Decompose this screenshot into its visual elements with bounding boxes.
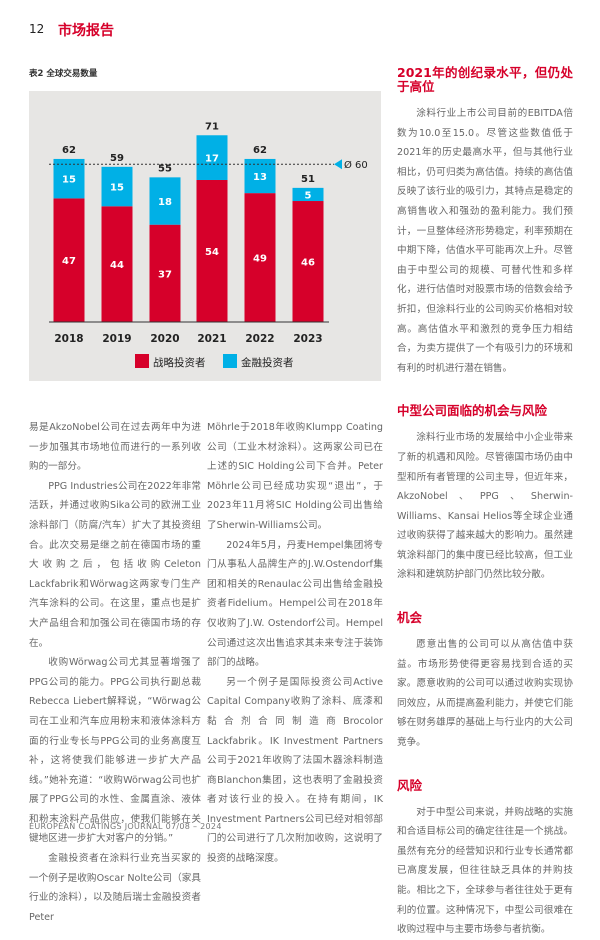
journal-footer: EUROPEAN COATINGS JOURNAL 07/08 – 2024: [29, 822, 222, 831]
legend-swatch: [223, 354, 237, 368]
paragraph: 另一个例子是国际投资公司Active Capital Company收购了涂料、…: [207, 676, 383, 865]
total-label: 59: [110, 153, 124, 164]
stacked-bar-chart: 47 15 62 2018 44 15 59 2019 37 18 55 2020 54 17 71 2021…: [49, 121, 368, 369]
bar-financial-2018: [53, 158, 85, 199]
legend-swatch: [135, 354, 149, 368]
paragraph: PPG Industries公司在2022年非常活跃，并通过收购Sika公司的欧…: [29, 480, 201, 649]
x-tick-label: 2019: [102, 333, 131, 345]
text-column-left: 易是AkzoNobel公司在过去两年中为进一步加强其市场地位而进行的一系列收购的…: [29, 418, 201, 927]
section-heading: 中型公司面临的机会与风险: [397, 403, 548, 419]
paragraph: 收购Wörwag公司尤其显著增强了PPG公司的能力。PPG公司执行副总裁Rebe…: [29, 657, 201, 845]
bar-financial-2023: [292, 187, 324, 202]
figure-caption: 表2 全球交易数量: [29, 69, 98, 79]
bar-value-label: 49: [253, 254, 267, 265]
text-column-middle: Möhrle于2018年收购Klumpp Coating公司（工业木材涂料）。这…: [207, 418, 383, 869]
bar-value-label: 37: [158, 269, 172, 280]
paragraph: 易是AkzoNobel公司在过去两年中为进一步加强其市场地位而进行的一系列收购的…: [29, 422, 201, 473]
paragraph: 2024年5月，丹麦Hempel集团将专门从事私人品牌生产的J.W.Ostend…: [207, 539, 383, 669]
paragraph: 对于中型公司来说，并购战略的实施和合适目标公司的确定往往是一个挑战。虽然有充分的…: [397, 806, 573, 936]
bar-financial-2020: [149, 177, 181, 225]
total-label: 62: [253, 145, 267, 156]
paragraph: Möhrle于2018年收购Klumpp Coating公司（工业木材涂料）。这…: [207, 422, 383, 531]
section-heading: 2021年的创纪录水平，但仍处于高位: [397, 65, 573, 94]
bar-value-label: 54: [205, 247, 219, 258]
x-tick-label: 2022: [245, 333, 274, 345]
bar-strategic-2021: [196, 179, 228, 322]
bar-value-label: 15: [62, 175, 76, 186]
total-label: 71: [205, 121, 219, 132]
bar-financial-2019: [101, 166, 133, 207]
paragraph: 涂料行业市场的发展给中小企业带来了新的机遇和风险。尽管德国市场仍由中型和所有者管…: [397, 432, 573, 581]
chart-panel: 47 15 62 2018 44 15 59 2019 37 18 55 2020 54 17 71 2021…: [29, 91, 381, 381]
bar-strategic-2020: [149, 224, 181, 322]
paragraph: 愿意出售的公司可以从高估值中获益。市场形势使得更容易找到合适的买家。愿意收购的公…: [397, 639, 573, 749]
page-number: 12: [29, 22, 45, 36]
bar-strategic-2018: [53, 198, 85, 322]
text-column-right: 2021年的创纪录水平，但仍处于高位涂料行业上市公司目前的EBITDA倍数为10…: [397, 66, 573, 940]
section-heading: 风险: [397, 777, 423, 793]
bar-value-label: 5: [305, 190, 312, 201]
paragraph: 涂料行业上市公司目前的EBITDA倍数为10.0至15.0。尽管这些数值低于20…: [397, 108, 573, 374]
average-label: Ø 60: [344, 159, 368, 171]
bar-strategic-2023: [292, 201, 324, 322]
spacer: [397, 585, 573, 611]
bar-value-label: 17: [205, 154, 219, 165]
bar-value-label: 13: [253, 172, 267, 183]
bar-value-label: 18: [158, 197, 172, 208]
bar-value-label: 46: [301, 258, 315, 269]
total-label: 55: [158, 163, 172, 174]
bar-value-label: 47: [62, 256, 76, 267]
bar-strategic-2022: [244, 193, 276, 322]
bar-strategic-2019: [101, 206, 133, 322]
x-tick-label: 2021: [197, 333, 226, 345]
section-heading: 机会: [397, 610, 423, 626]
bar-financial-2021: [196, 135, 228, 180]
section-title: 市场报告: [58, 23, 114, 39]
total-label: 62: [62, 145, 76, 156]
bar-value-label: 44: [110, 260, 124, 271]
spacer: [397, 753, 573, 779]
legend-label: 战略投资者: [153, 356, 206, 369]
legend-label: 金融投资者: [241, 356, 294, 369]
average-marker-icon: [334, 159, 342, 170]
x-tick-label: 2023: [293, 333, 322, 345]
paragraph: 金融投资者在涂料行业充当买家的一个例子是收购Oscar Nolte公司（家具行业…: [29, 853, 201, 923]
bar-value-label: 15: [110, 183, 124, 194]
x-tick-label: 2018: [54, 333, 83, 345]
spacer: [397, 378, 573, 404]
x-tick-label: 2020: [150, 333, 179, 345]
total-label: 51: [301, 174, 315, 185]
